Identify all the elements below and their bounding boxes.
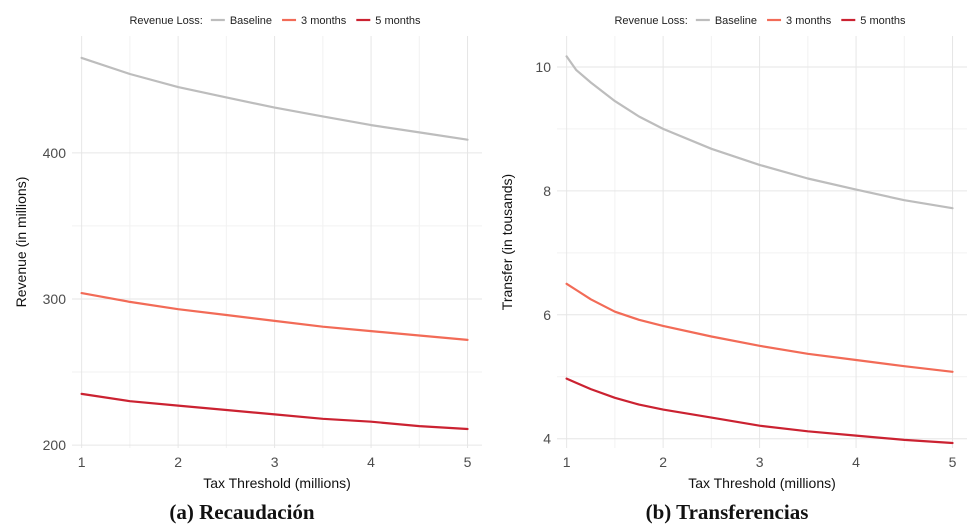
x-tick-label: 2 <box>174 454 182 470</box>
legend-title: Revenue Loss: <box>129 15 202 27</box>
x-tick-label: 5 <box>464 454 472 470</box>
x-tick-label: 2 <box>659 454 667 470</box>
y-tick-label: 400 <box>43 145 67 161</box>
series-line-5-months <box>80 392 469 431</box>
legend-label-5-months: 5 months <box>860 15 906 27</box>
y-tick-label: 6 <box>543 307 551 323</box>
x-axis-title: Tax Threshold (millions) <box>203 475 351 491</box>
y-tick-label: 4 <box>543 431 551 447</box>
x-tick-label: 5 <box>949 454 957 470</box>
legend-label-3-months: 3 months <box>786 15 832 27</box>
x-tick-label: 3 <box>271 454 279 470</box>
x-tick-label: 4 <box>852 454 860 470</box>
y-tick-label: 8 <box>543 183 551 199</box>
legend: Revenue Loss: Baseline 3 months 5 months <box>614 15 906 27</box>
x-axis-title: Tax Threshold (millions) <box>688 475 836 491</box>
series-line-baseline <box>80 56 469 141</box>
x-tick-label: 1 <box>78 454 86 470</box>
legend-title: Revenue Loss: <box>614 15 687 27</box>
gridlines <box>72 36 482 448</box>
legend-label-baseline: Baseline <box>715 15 757 27</box>
caption-transferencias: (b) Transferencias <box>645 500 809 524</box>
series-line-5-months <box>565 377 954 445</box>
y-axis-title: Transfer (in tousands) <box>499 174 515 310</box>
panel-transfer: 1 2 3 4 5 4 6 8 10 Tax Threshold (millions) Transf… <box>499 15 967 491</box>
x-tick-label: 3 <box>756 454 764 470</box>
y-axis-title: Revenue (in millions) <box>13 177 29 308</box>
series-line-baseline <box>565 55 954 210</box>
legend-label-baseline: Baseline <box>230 15 272 27</box>
caption-recaudacion: (a) Recaudación <box>169 500 315 524</box>
x-tick-label: 1 <box>563 454 571 470</box>
legend-label-3-months: 3 months <box>301 15 347 27</box>
gridlines <box>557 36 967 448</box>
panel-revenue: 1 2 3 4 5 200 300 400 Tax Threshold (millions) Re… <box>13 15 482 491</box>
series-line-3-months <box>565 282 954 373</box>
legend-label-5-months: 5 months <box>375 15 421 27</box>
series-line-3-months <box>80 292 469 341</box>
x-tick-label: 4 <box>367 454 375 470</box>
y-tick-label: 300 <box>43 291 67 307</box>
legend: Revenue Loss: Baseline 3 months 5 months <box>129 15 421 27</box>
y-tick-label: 10 <box>535 59 551 75</box>
y-tick-label: 200 <box>43 437 67 453</box>
